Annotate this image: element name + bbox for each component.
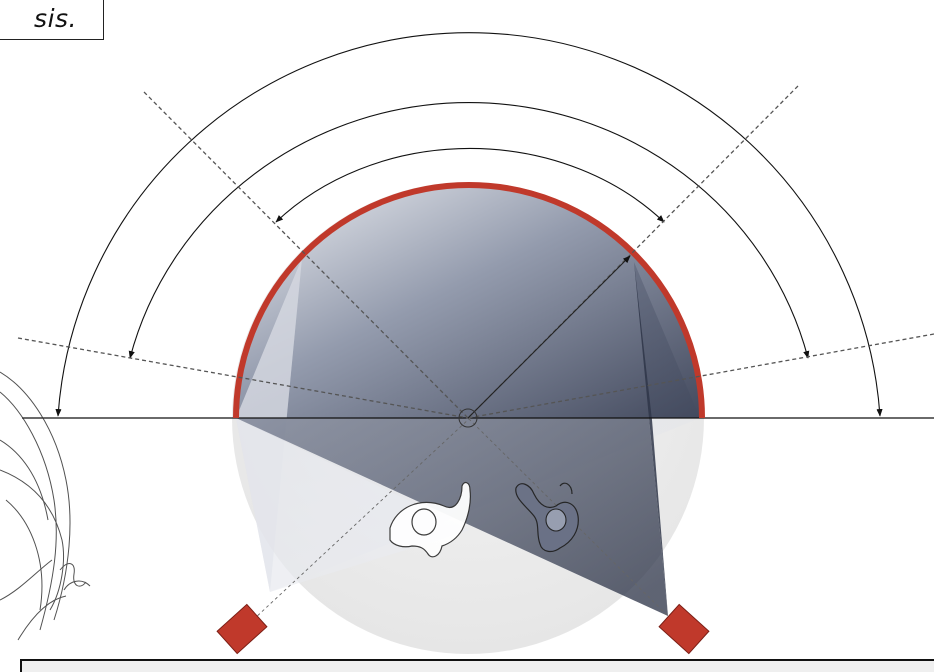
left-floor-wedge [236,418,470,592]
caption-text: sis. [34,3,77,33]
dome-fill [236,185,702,418]
right-projector [658,603,710,655]
dome-rim [233,182,705,419]
caption-box: sis. [0,0,104,40]
person-left [389,481,471,558]
bottom-panel [20,659,934,672]
inner-arc [275,147,665,223]
left-projector [216,603,268,655]
right-beam-core [634,262,668,616]
left-shallow [17,337,469,419]
right-diagonal [467,85,799,419]
middle-arc [128,102,810,359]
radius-arrow [467,255,631,419]
left-projector-ray [239,417,471,633]
center-point-icon [458,408,478,428]
right-shallow [467,333,934,419]
right-projection-beam [236,262,700,616]
outer-arc [55,32,883,417]
sketch-scribble-icon [0,371,91,641]
person-right [515,482,579,553]
